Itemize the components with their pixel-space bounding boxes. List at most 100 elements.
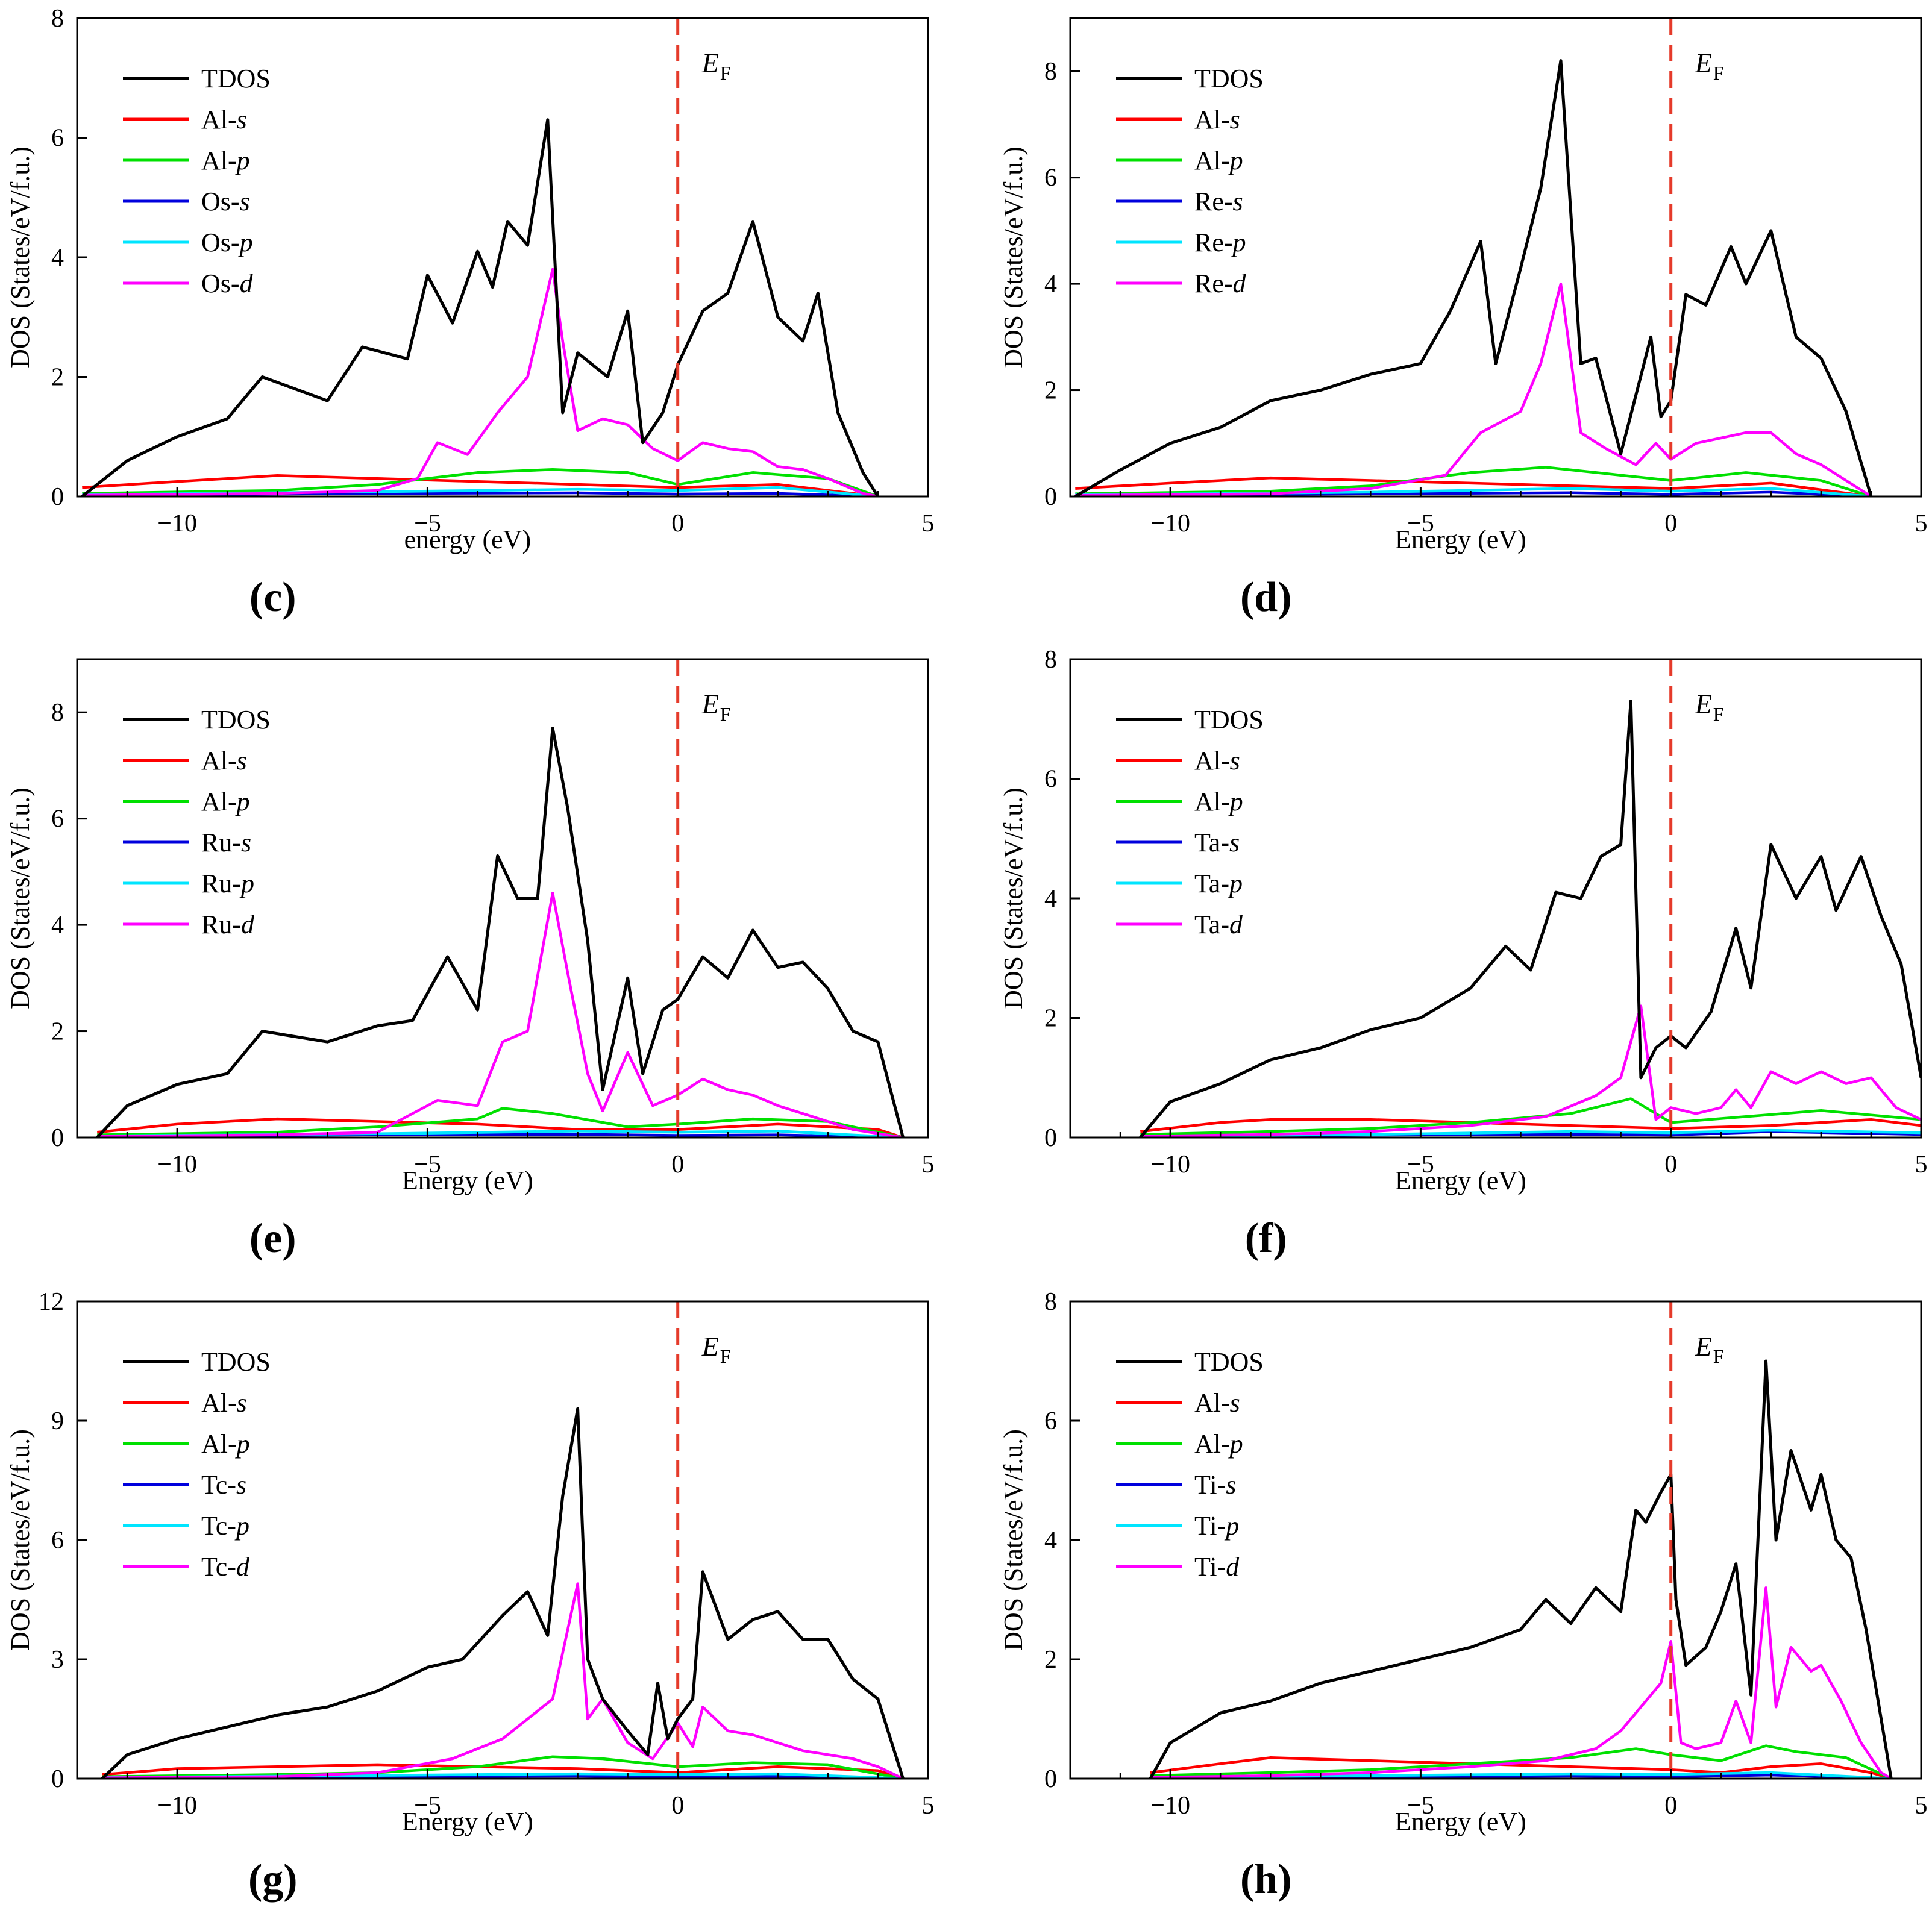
fermi-level-subscript: F — [720, 703, 731, 725]
legend-label: TDOS — [201, 1347, 271, 1377]
legend-label: Ta-s — [1194, 828, 1240, 857]
legend-orbital: p — [1228, 787, 1243, 816]
x-tick-label: 0 — [1664, 1151, 1677, 1178]
legend-label: Al-s — [201, 746, 247, 775]
legend-label: Al-p — [1194, 787, 1243, 816]
series-line-ti-d — [1150, 1586, 1892, 1779]
series-line-tdos — [101, 1407, 905, 1779]
y-tick-label: 6 — [1044, 164, 1057, 192]
legend-orbital: d — [1226, 1552, 1240, 1582]
x-tick-label: −10 — [157, 1151, 197, 1178]
x-axis-label: Energy (eV) — [1395, 1166, 1526, 1195]
legend-orbital: p — [235, 1429, 250, 1459]
legend-orbital: s — [237, 746, 247, 775]
series-line-ru-d — [97, 891, 903, 1138]
legend-label: TDOS — [1194, 705, 1264, 734]
y-tick-label: 0 — [1044, 1124, 1057, 1152]
y-tick-label: 0 — [51, 1124, 64, 1152]
dos-panel-c: −10 −5 0 5 0 2 4 6 8 energy (eV) DOS (States/eV/f.… — [5, 5, 935, 621]
legend-label: Al-p — [1194, 1429, 1243, 1459]
legend-label: Tc-s — [201, 1470, 246, 1500]
y-tick-label: 8 — [51, 699, 64, 727]
legend-label: Al-s — [1194, 746, 1240, 775]
y-tick-label: 2 — [51, 364, 64, 392]
plot-frame — [76, 658, 929, 1139]
panel-label: (f) — [1245, 1215, 1287, 1262]
y-tick-label: 8 — [1044, 646, 1057, 674]
x-tick-label: −10 — [1150, 1792, 1190, 1820]
legend-label: TDOS — [201, 64, 271, 93]
dos-panel-h: −10 −5 0 5 0 2 4 6 8 Energy (eV) DOS (States/eV/f.… — [999, 1288, 1928, 1903]
fermi-level-label: E — [1695, 1331, 1712, 1362]
y-axis-label: DOS (States/eV/f.u.) — [5, 787, 35, 1009]
y-tick-label: 4 — [1044, 271, 1057, 298]
y-tick-label: 4 — [51, 912, 64, 939]
series-line-al-p — [1075, 466, 1872, 496]
x-axis-label: Energy (eV) — [402, 1807, 533, 1836]
legend-label: Re-d — [1194, 269, 1247, 298]
series-line-al-p — [97, 1107, 903, 1138]
x-tick-label: 0 — [671, 1151, 684, 1178]
x-tick-label: 0 — [671, 1792, 684, 1820]
legend-label: Al-s — [201, 105, 247, 134]
x-tick-label: 5 — [1915, 1151, 1928, 1178]
legend-label: Os-s — [201, 187, 250, 216]
legend-label: Al-s — [201, 1388, 247, 1418]
legend-orbital: p — [1224, 1511, 1239, 1541]
x-tick-label: 5 — [1915, 1792, 1928, 1820]
fermi-level-subscript: F — [1713, 62, 1724, 84]
series-line-al-p — [1140, 1097, 1921, 1136]
panel-label: (c) — [249, 574, 296, 621]
series-line-tdos — [1074, 59, 1873, 496]
legend-orbital: s — [1229, 828, 1240, 857]
fermi-level-label: E — [701, 1331, 719, 1362]
series-line-al-s — [96, 1117, 904, 1138]
series-line-al-s — [1075, 476, 1872, 496]
series-line-al-s — [82, 474, 879, 496]
legend-label: Al-p — [201, 146, 250, 175]
legend-orbital: p — [238, 228, 253, 257]
x-tick-label: 5 — [922, 1792, 935, 1820]
y-tick-label: 2 — [1044, 377, 1057, 405]
dos-panel-g: −10 −5 0 5 0 3 6 9 12 Energy (eV) DOS (States/eV/f… — [5, 1288, 935, 1903]
y-tick-label: 6 — [51, 125, 64, 152]
panel-label: (g) — [248, 1856, 298, 1903]
legend-label: Ru-d — [201, 910, 255, 939]
legend-orbital: s — [1230, 1388, 1240, 1418]
fermi-level-subscript: F — [1713, 1345, 1724, 1367]
legend-label: Al-p — [1194, 146, 1243, 175]
x-tick-label: −5 — [414, 1151, 441, 1178]
y-tick-label: 12 — [39, 1288, 64, 1316]
y-tick-label: 0 — [51, 1765, 64, 1793]
legend-label: TDOS — [1194, 1347, 1264, 1377]
legend-label: Al-p — [201, 787, 250, 816]
x-tick-label: −10 — [1150, 1151, 1190, 1178]
series-line-tdos — [1139, 700, 1921, 1138]
fermi-level-subscript: F — [720, 1345, 731, 1367]
legend: TDOS Al-s Al-p Re-s Re-p Re-d — [1116, 64, 1264, 298]
fermi-level-label: E — [1695, 689, 1712, 719]
legend-label: Os-p — [201, 228, 253, 257]
dos-panel-e: −10 −5 0 5 0 2 4 6 8 Energy (eV) DOS (States/eV/f.… — [5, 658, 935, 1262]
series-line-re-p — [1075, 487, 1872, 496]
legend-orbital: s — [1230, 746, 1240, 775]
series-line-al-s — [1140, 1118, 1921, 1133]
legend-orbital: s — [240, 187, 250, 216]
legend: TDOS Al-s Al-p Ta-s Ta-p Ta-d — [1116, 705, 1264, 939]
x-tick-label: 0 — [671, 510, 684, 537]
legend-label: Ti-p — [1194, 1511, 1239, 1541]
legend-orbital: s — [1226, 1470, 1236, 1500]
legend-orbital: d — [1229, 910, 1243, 939]
series-line-tdos — [81, 118, 880, 496]
legend: TDOS Al-s Al-p Ru-s Ru-p Ru-d — [123, 705, 271, 939]
legend-orbital: p — [234, 1511, 249, 1541]
y-tick-label: 6 — [51, 1527, 64, 1554]
y-tick-label: 0 — [1044, 483, 1057, 511]
legend-orbital: d — [236, 1552, 250, 1582]
fermi-level-label: E — [1695, 48, 1712, 78]
y-axis-label: DOS (States/eV/f.u.) — [5, 1429, 35, 1651]
legend-label: Al-s — [1194, 105, 1240, 134]
legend-label: Ta-p — [1194, 869, 1243, 898]
legend-label: Os-d — [201, 269, 254, 298]
panel-label: (h) — [1240, 1856, 1292, 1903]
